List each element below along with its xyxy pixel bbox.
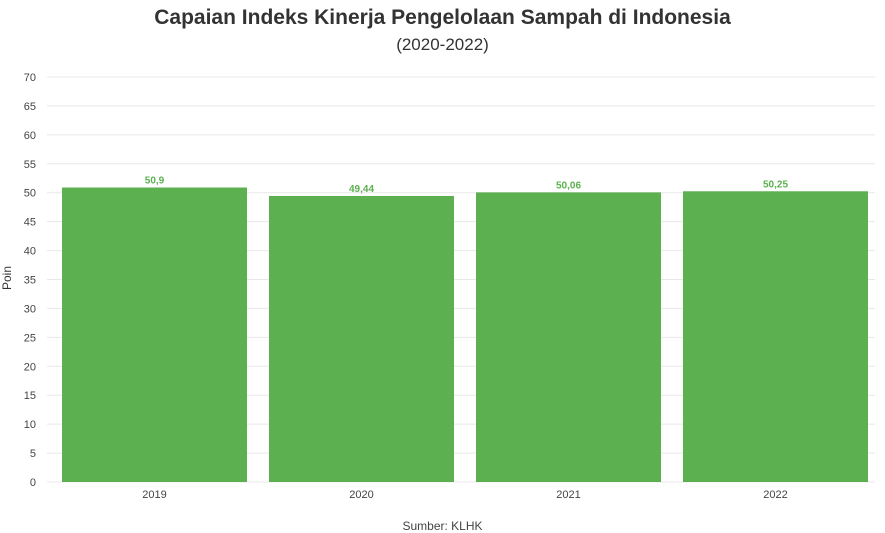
chart-subtitle: (2020-2022) <box>396 35 489 54</box>
y-tick-label-10: 10 <box>24 419 36 431</box>
bars <box>62 187 868 483</box>
x-tick-label-2021: 2021 <box>556 489 580 501</box>
x-axis-ticks: 2019 2020 2021 2022 <box>142 489 787 501</box>
y-tick-label-45: 45 <box>24 217 36 229</box>
data-label-2019: 50,9 <box>145 176 165 187</box>
y-axis-ticks: 0 5 10 15 20 25 30 35 40 45 50 55 60 65 70 <box>24 72 36 489</box>
source-note: Sumber: KLHK <box>402 519 483 533</box>
y-tick-label-60: 60 <box>24 130 36 142</box>
x-tick-label-2019: 2019 <box>142 489 166 501</box>
y-tick-label-65: 65 <box>24 101 36 113</box>
data-labels: 50,9 49,44 50,06 50,25 <box>145 176 789 195</box>
y-tick-label-55: 55 <box>24 159 36 171</box>
y-tick-label-0: 0 <box>30 477 36 489</box>
y-tick-label-5: 5 <box>30 448 36 460</box>
y-tick-label-50: 50 <box>24 188 36 200</box>
y-tick-label-20: 20 <box>24 361 36 373</box>
bar-2020 <box>269 195 454 482</box>
data-label-2021: 50,06 <box>556 180 581 191</box>
y-tick-label-70: 70 <box>24 72 36 84</box>
y-tick-label-25: 25 <box>24 332 36 344</box>
x-tick-label-2022: 2022 <box>763 489 787 501</box>
y-tick-label-40: 40 <box>24 246 36 258</box>
y-tick-label-15: 15 <box>24 390 36 402</box>
bar-2021 <box>476 192 661 483</box>
bar-2019 <box>62 187 247 482</box>
x-tick-label-2020: 2020 <box>349 489 373 501</box>
y-tick-label-35: 35 <box>24 275 36 287</box>
y-axis-title: Poin <box>0 266 14 290</box>
data-label-2020: 49,44 <box>349 184 374 195</box>
data-label-2022: 50,25 <box>763 179 788 190</box>
chart-title: Capaian Indeks Kinerja Pengelolaan Sampa… <box>154 6 731 29</box>
y-tick-label-30: 30 <box>24 303 36 315</box>
bar-2022 <box>683 191 868 482</box>
